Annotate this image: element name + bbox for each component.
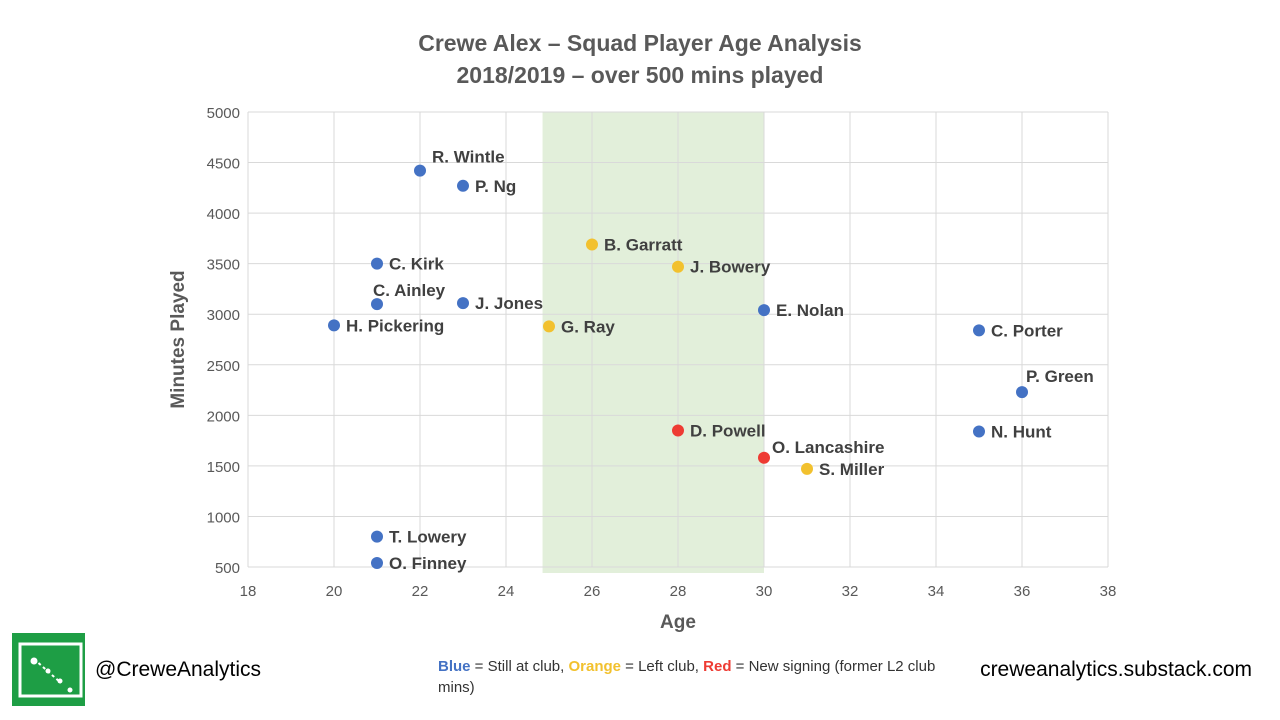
data-point: [371, 257, 383, 270]
y-axis-title: Minutes Played: [168, 270, 189, 408]
chart-title-line1: Crewe Alex – Squad Player Age Analysis: [418, 30, 862, 56]
x-tick-label: 26: [584, 583, 601, 600]
y-tick-label: 4000: [207, 206, 240, 223]
data-label: P. Ng: [475, 177, 516, 196]
legend-red-text: = New signing (former L2 club mins): [438, 658, 936, 696]
data-point: [371, 530, 383, 543]
x-tick-label: 32: [842, 583, 859, 600]
data-label: R. Wintle: [432, 148, 505, 167]
data-label: T. Lowery: [389, 528, 467, 547]
data-label: C. Ainley: [373, 281, 446, 300]
data-label: C. Porter: [991, 321, 1063, 340]
x-tick-label: 24: [498, 583, 515, 600]
data-label: O. Lancashire: [772, 438, 884, 457]
data-point: [973, 425, 985, 438]
data-label: C. Kirk: [389, 255, 444, 274]
data-label: H. Pickering: [346, 316, 444, 335]
y-tick-label: 4500: [207, 156, 240, 173]
x-tick-label: 20: [326, 583, 343, 600]
data-point: [371, 298, 383, 311]
y-tick-label: 2000: [207, 408, 240, 425]
crewe-analytics-logo: [12, 633, 85, 706]
data-point: [328, 319, 340, 332]
footer-site: creweanalytics.substack.com: [980, 658, 1252, 681]
y-tick-label: 500: [215, 560, 240, 577]
legend-orange-word: Orange: [568, 658, 621, 675]
data-label: N. Hunt: [991, 423, 1052, 442]
x-tick-label: 22: [412, 583, 429, 600]
y-tick-label: 3500: [207, 257, 240, 274]
legend-blue-text: = Still at club,: [470, 658, 569, 675]
data-point: [758, 451, 770, 464]
data-point: [758, 304, 770, 317]
data-label: D. Powell: [690, 422, 766, 441]
legend-note: Blue = Still at club, Orange = Left club…: [438, 656, 958, 698]
data-point: [973, 324, 985, 337]
data-label: E. Nolan: [776, 301, 844, 320]
data-label: J. Jones: [475, 294, 543, 313]
y-tick-label: 1000: [207, 509, 240, 526]
footer-handle: @CreweAnalytics: [95, 658, 262, 681]
age-highlight-band: [542, 112, 764, 573]
data-point: [801, 462, 813, 475]
data-label: O. Finney: [389, 554, 467, 573]
scatter-chart: 18 20 22 24 26 28 30 32 34 36 38 500 1000 1500 2000 250…: [168, 105, 1117, 633]
chart-title-line2: 2018/2019 – over 500 mins played: [456, 62, 824, 88]
data-label: P. Green: [1026, 367, 1094, 386]
y-tick-label: 1500: [207, 459, 240, 476]
x-tick-label: 30: [756, 583, 773, 600]
data-point: [1016, 386, 1028, 399]
data-point: [672, 424, 684, 437]
y-tick-label: 2500: [207, 358, 240, 375]
data-point: [586, 238, 598, 251]
legend-orange-text: = Left club,: [621, 658, 704, 675]
legend-red-word: Red: [703, 658, 732, 675]
x-tick-label: 18: [240, 583, 257, 600]
x-tick-label: 28: [670, 583, 687, 600]
data-label: G. Ray: [561, 317, 615, 336]
data-label: J. Bowery: [690, 258, 771, 277]
data-point: [543, 320, 555, 333]
data-label: B. Garratt: [604, 235, 683, 254]
x-tick-label: 34: [928, 583, 945, 600]
y-tick-label: 3000: [207, 307, 240, 324]
x-axis-title: Age: [660, 612, 696, 633]
data-point: [371, 556, 383, 569]
data-label: S. Miller: [819, 460, 885, 479]
data-point: [672, 260, 684, 273]
data-point: [457, 179, 469, 192]
data-point: [414, 164, 426, 177]
data-point: [457, 297, 469, 310]
x-tick-label: 36: [1014, 583, 1031, 600]
legend-blue-word: Blue: [438, 658, 471, 675]
y-tick-label: 5000: [207, 105, 240, 122]
x-tick-label: 38: [1100, 583, 1117, 600]
